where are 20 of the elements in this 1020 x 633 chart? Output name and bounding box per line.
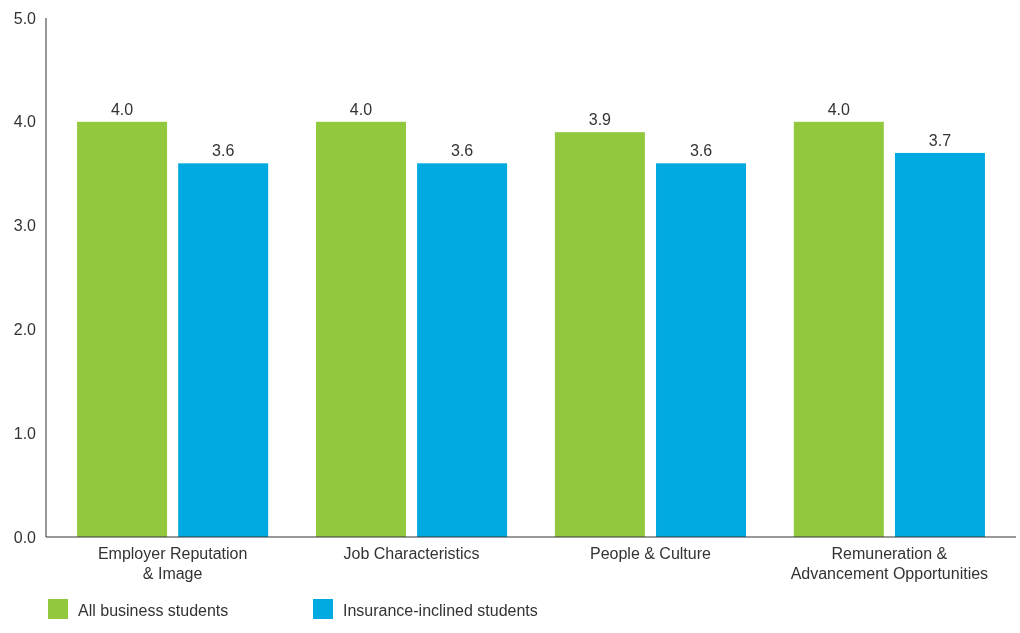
x-tick-label: Job Characteristics [343,545,480,562]
x-tick-label: Remuneration & Advancement Opportunities [790,545,989,582]
y-tick-label: 4.0 [13,113,37,131]
data-label: 3.6 [212,142,235,160]
y-tick-label: 2.0 [13,321,37,338]
x-tick-label: People & Culture [589,545,712,562]
data-label: 4.0 [110,100,134,118]
y-tick-label: 0.0 [13,528,37,546]
y-tick-label: 5.0 [13,9,37,27]
data-label: 3.7 [928,131,952,149]
legend-label: All business students [78,601,229,619]
legend-label: Insurance-inclined students [343,601,538,619]
y-tick-label: 1.0 [13,424,37,442]
data-label: 4.0 [349,100,373,118]
data-label: 3.6 [689,142,713,160]
data-label: 3.6 [450,142,474,160]
y-tick-label: 3.0 [13,217,37,235]
x-tick-label: Employer Reputation & Image [97,545,248,582]
data-label: 4.0 [827,100,851,118]
data-label: 3.9 [588,111,612,129]
